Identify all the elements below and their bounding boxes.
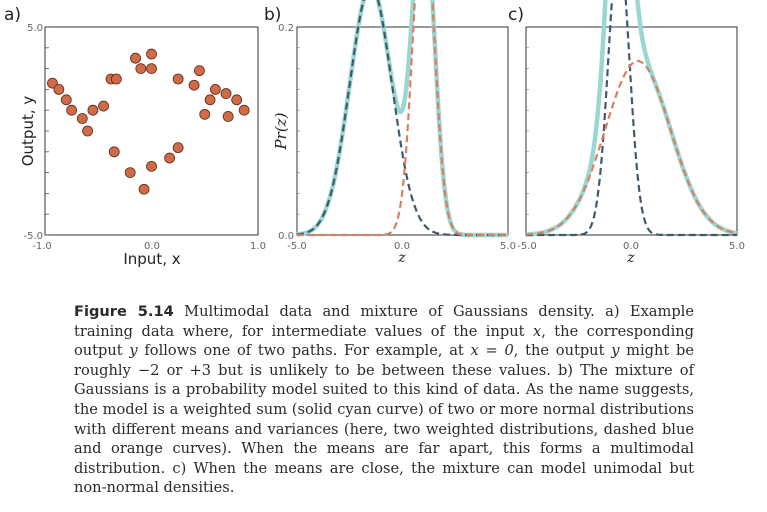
panel-b-ytick-bottom: 0.0 <box>278 231 294 242</box>
data-point <box>199 108 211 120</box>
data-point <box>135 63 147 74</box>
panel-b-ytick-top: 0.2 <box>278 23 294 34</box>
data-point <box>188 79 200 91</box>
caption-math-x-zero: x = 0 <box>470 342 514 360</box>
caption-text-3: follows one of two paths. For example, a… <box>137 342 471 360</box>
data-point <box>60 94 72 106</box>
panel-c-xtick-left: -5.0 <box>517 241 537 252</box>
data-point <box>82 125 93 137</box>
panel-a: a) 5.0 -5.0 -1.0 0.0 1.0 Input, x Output… <box>4 5 266 268</box>
data-point <box>231 94 243 106</box>
panel-a-ytick-top: 5.0 <box>27 23 43 34</box>
data-point <box>222 111 234 122</box>
data-point <box>238 104 250 116</box>
panel-a-xlabel: Input, x <box>123 250 180 268</box>
data-point <box>220 88 232 99</box>
panel-c-xlabel: z <box>626 250 635 266</box>
panel-b-ylabel: Pr(z) <box>272 112 290 150</box>
panel-c-curves <box>524 0 739 237</box>
data-point <box>76 113 88 124</box>
mixture-curve <box>524 0 739 237</box>
caption-math-x: x <box>532 322 542 340</box>
panel-c: c) -5.0 0.0 5.0 z <box>508 0 745 266</box>
caption-math-y-2: y <box>611 342 620 360</box>
figure-caption: Figure 5.14 Multimodal data and mixture … <box>74 302 694 498</box>
panel-a-ytick-bottom: -5.0 <box>23 231 43 242</box>
panel-a-xtick-mid: 0.0 <box>144 241 160 252</box>
panel-a-points <box>47 48 250 195</box>
panel-a-minor-ticks <box>45 26 49 236</box>
data-point <box>146 63 157 74</box>
panel-b: b) 0.2 0.0 -5.0 0.0 5.0 z Pr(z) <box>264 0 516 266</box>
component-curve <box>297 0 508 237</box>
data-point <box>172 73 184 85</box>
caption-text-1: Multimodal data and mixture of Gaussians… <box>74 303 694 340</box>
data-point <box>66 104 78 116</box>
data-point <box>110 73 122 85</box>
panel-a-xtick-right: 1.0 <box>250 241 266 252</box>
panel-a-ylabel: Output, y <box>19 96 37 167</box>
caption-text-5: might be roughly −2 or +3 but is unlikel… <box>74 342 695 497</box>
data-point <box>98 100 109 112</box>
panel-b-xlabel: z <box>397 250 406 266</box>
mixture-curve <box>295 0 510 238</box>
figure-panels: a) 5.0 -5.0 -1.0 0.0 1.0 Input, x Output… <box>4 0 745 268</box>
data-point <box>138 183 150 195</box>
component-curve <box>526 59 738 236</box>
panel-b-xtick-right: 5.0 <box>500 241 516 252</box>
panel-b-label: b) <box>264 5 281 25</box>
data-point <box>146 160 157 172</box>
data-point <box>164 152 176 164</box>
panel-c-frame <box>525 26 738 236</box>
caption-text-2: , the corresponding output <box>74 322 694 360</box>
caption-label: Figure 5.14 <box>74 303 174 320</box>
data-point <box>194 65 205 77</box>
panel-c-label: c) <box>508 5 524 25</box>
data-point <box>204 94 216 106</box>
panel-b-xtick-mid: 0.0 <box>394 241 410 252</box>
panel-a-label: a) <box>4 5 21 25</box>
panel-c-xtick-right: 5.0 <box>729 241 745 252</box>
data-point <box>108 146 120 158</box>
panel-c-xtick-mid: 0.0 <box>623 241 639 252</box>
data-point <box>146 48 157 60</box>
panel-b-xtick-left: -5.0 <box>287 241 307 252</box>
component-curve <box>526 0 737 237</box>
data-point <box>130 52 141 64</box>
data-point <box>124 167 136 179</box>
panel-a-xtick-left: -1.0 <box>32 241 52 252</box>
data-point <box>53 84 65 95</box>
caption-math-y: y <box>129 342 138 360</box>
data-point <box>172 142 184 154</box>
caption-text-4: , the output <box>513 342 612 360</box>
data-point <box>209 84 221 95</box>
data-point <box>87 104 99 116</box>
panel-b-curves <box>295 0 510 238</box>
component-curve <box>296 0 508 237</box>
